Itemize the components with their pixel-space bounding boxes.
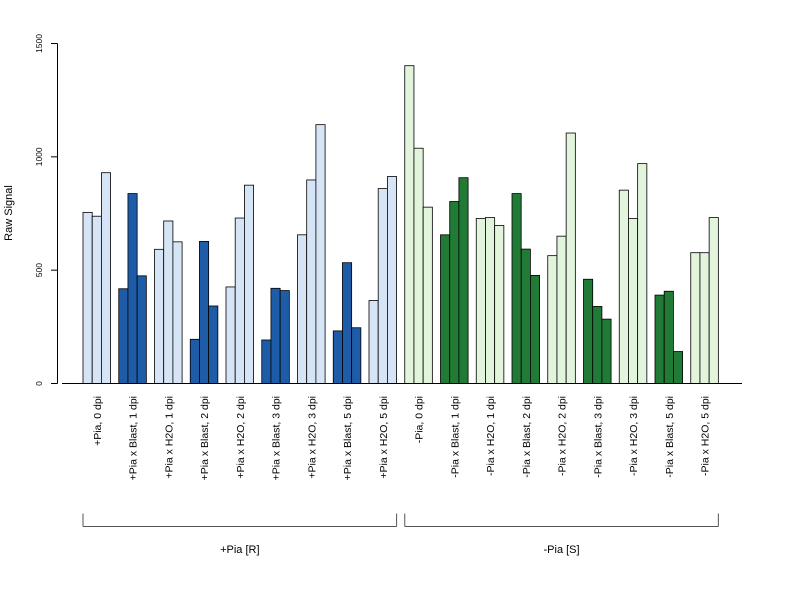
bar: [208, 305, 219, 384]
y-tick-label: 0: [34, 381, 44, 386]
bar: [270, 287, 281, 384]
bar: [172, 241, 183, 384]
x-tick-labels: +Pia, 0 dpi +Pia x Blast, 1 dpi +Pia x H2O…: [92, 396, 712, 480]
y-axis: 0 500 1000 1500: [34, 34, 58, 386]
bar: [628, 218, 639, 384]
bar: [163, 220, 174, 384]
bar: [127, 193, 138, 384]
bar: [475, 218, 486, 384]
bar: [243, 184, 254, 384]
bar: [404, 65, 415, 384]
x-tick-label: +Pia x Blast, 1 dpi: [128, 396, 140, 480]
x-tick-label: -Pia x H2O, 1 dpi: [485, 396, 497, 476]
bar: [368, 300, 379, 384]
x-tick-label: +Pia x H2O, 2 dpi: [235, 396, 247, 479]
bar: [583, 278, 594, 384]
x-tick-label: -Pia x Blast, 2 dpi: [521, 396, 533, 478]
bar: [699, 252, 710, 384]
bar: [136, 275, 147, 384]
bar: [189, 338, 200, 384]
x-tick-label: +Pia x Blast, 3 dpi: [271, 396, 283, 480]
bar: [199, 240, 210, 384]
bar: [654, 294, 665, 384]
bar: [101, 172, 112, 384]
bar: [315, 124, 326, 384]
bar: [637, 163, 648, 384]
bars: [82, 65, 719, 384]
bar: [520, 248, 531, 384]
bar: [154, 248, 165, 384]
bar: [306, 179, 317, 384]
group-label: +Pia [R]: [220, 544, 259, 556]
x-tick-label: -Pia x H2O, 2 dpi: [557, 396, 569, 476]
x-tick-label: -Pia x Blast, 3 dpi: [592, 396, 604, 478]
x-tick-label: +Pia x Blast, 2 dpi: [199, 396, 211, 480]
x-tick-label: +Pia x H2O, 1 dpi: [163, 396, 175, 479]
bar: [494, 225, 505, 384]
bar: [673, 351, 684, 384]
x-tick-label: +Pia, 0 dpi: [92, 396, 104, 446]
bar: [618, 189, 629, 384]
bar: [342, 262, 353, 384]
bar: [413, 147, 424, 384]
bar: [82, 211, 93, 384]
bar: [234, 217, 245, 384]
bar: [708, 217, 719, 384]
y-tick-label: 1000: [34, 147, 44, 166]
bar: [690, 252, 701, 384]
bar: [565, 132, 576, 384]
bar: [485, 217, 496, 384]
x-tick-label: +Pia x H2O, 3 dpi: [306, 396, 318, 479]
x-tick-label: +Pia x H2O, 5 dpi: [378, 396, 390, 479]
x-tick-label: -Pia x H2O, 3 dpi: [628, 396, 640, 476]
x-tick-label: -Pia, 0 dpi: [414, 396, 426, 443]
bar: [279, 290, 290, 384]
bar: [118, 288, 129, 384]
bar: [440, 234, 451, 384]
bar: [511, 193, 522, 384]
bar: [422, 206, 433, 384]
bar: [225, 286, 236, 384]
bar: [377, 188, 388, 384]
bar: [449, 201, 460, 384]
bar: [458, 177, 469, 384]
x-tick-label: -Pia x Blast, 1 dpi: [449, 396, 461, 478]
y-tick-label: 500: [34, 263, 44, 277]
y-tick-label: 1500: [34, 34, 44, 53]
bar: [547, 255, 558, 384]
bar: [386, 176, 397, 384]
y-axis-label: Raw Signal: [3, 185, 15, 241]
x-tick-label: +Pia x Blast, 5 dpi: [342, 396, 354, 480]
x-tick-label: -Pia x H2O, 5 dpi: [700, 396, 712, 476]
bar: [261, 339, 272, 384]
bar: [601, 318, 612, 384]
group-label: -Pia [S]: [544, 544, 580, 556]
bar: [556, 235, 567, 384]
bar: [332, 330, 343, 384]
bar: [351, 327, 362, 384]
group-brackets: +Pia [R] -Pia [S]: [82, 513, 719, 556]
bar: [663, 290, 674, 384]
bar: [91, 215, 102, 384]
x-tick-label: -Pia x Blast, 5 dpi: [664, 396, 676, 478]
bar: [530, 274, 541, 384]
bar: [297, 234, 308, 384]
bar: [592, 306, 603, 384]
